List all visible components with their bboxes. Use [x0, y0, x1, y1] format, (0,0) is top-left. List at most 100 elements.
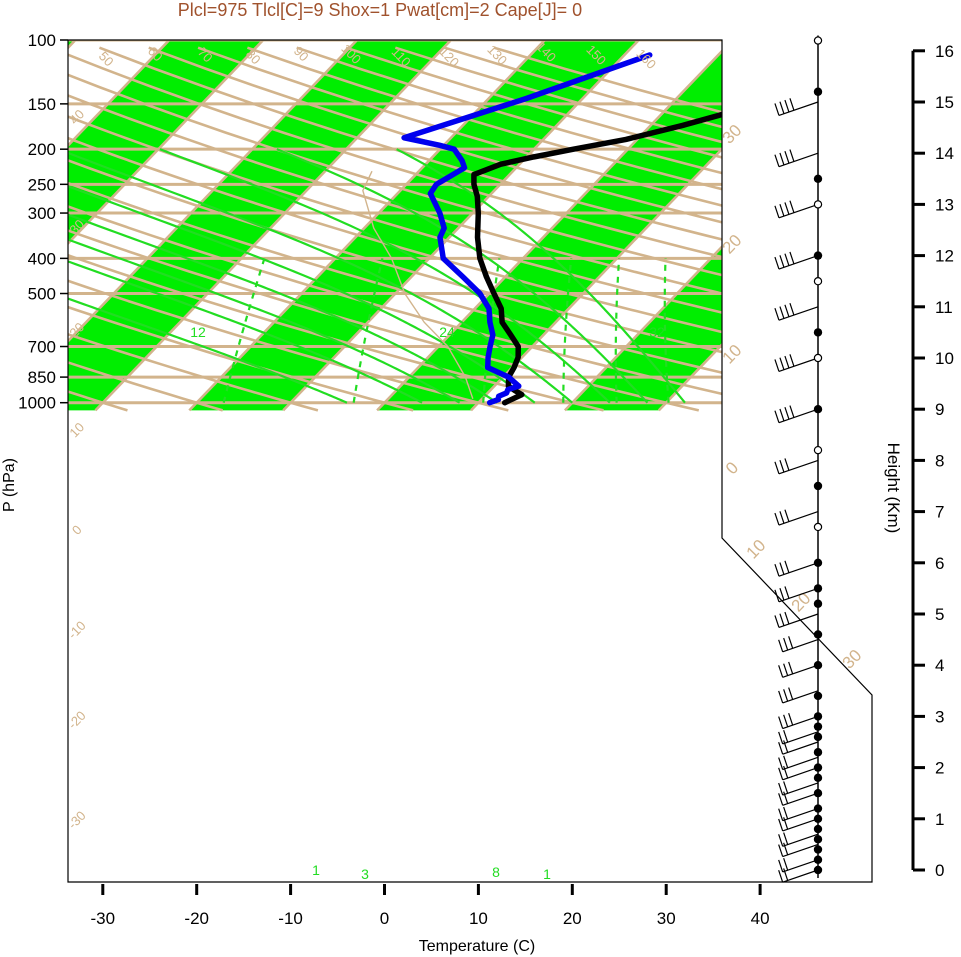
wind-barb-feather	[778, 741, 784, 755]
isotherm-line	[68, 40, 178, 412]
wind-barb-feather	[789, 354, 795, 367]
pressure-tick-label: 250	[28, 175, 56, 194]
temperature-tick-label: -20	[184, 909, 209, 928]
wind-barb-feather	[778, 859, 784, 873]
pressure-tick-label: 850	[28, 368, 56, 387]
pressure-tick-label: 300	[28, 204, 56, 223]
wind-barb-feather	[784, 151, 790, 164]
wind-level-open-dot	[813, 36, 823, 45]
wind-barb-feather	[784, 202, 790, 215]
pressure-tick-label: 200	[28, 140, 56, 159]
wind-barb-feather	[779, 562, 785, 575]
dry-adiabat-line	[68, 46, 319, 412]
wind-barb-feather	[784, 509, 790, 522]
wind-barb-feather	[778, 782, 784, 796]
dry-adiabat-label: 160	[633, 46, 659, 72]
wind-barb-shaft	[778, 459, 819, 475]
isotherm-label: 40	[66, 106, 87, 127]
plot-frame	[67, 39, 873, 883]
wind-barb-feather	[784, 560, 790, 574]
height-tick-label: 10	[935, 349, 954, 368]
height-tick-label: 9	[935, 400, 944, 419]
isotherm-line	[282, 40, 648, 412]
wind-barb-shaft	[782, 869, 819, 883]
wind-level-open-dot	[813, 522, 823, 532]
wind-barb-shaft	[778, 562, 819, 577]
mixing-ratio-line	[614, 258, 621, 403]
mixing-ratio-label: 32	[649, 324, 665, 340]
wind-barb-feather	[778, 690, 784, 704]
wind-barb-shaft	[782, 818, 819, 832]
wind-barb-feather	[789, 98, 795, 111]
wind-barb-shaft	[782, 792, 819, 806]
sounding-series	[401, 52, 872, 406]
wind-barb-feather	[783, 832, 789, 845]
moist-adiabat-line	[396, 148, 686, 404]
wind-barb-feather	[789, 149, 795, 162]
isotherm-line	[94, 40, 460, 412]
wind-barb-feather	[783, 791, 789, 804]
wind-barb-feather	[788, 661, 794, 675]
dry-adiabat-line	[197, 46, 872, 412]
wind-barb-feather	[779, 255, 785, 268]
wind-level-dot	[813, 855, 823, 864]
wind-level-dot	[813, 814, 823, 823]
wind-barb-feather	[784, 586, 790, 599]
wind-level-dot	[813, 328, 823, 337]
wind-barb-feather	[774, 461, 780, 475]
wind-level-dot	[813, 732, 823, 742]
mixing-ratio-labels: 12 24 32 1 3 8 1	[190, 324, 665, 882]
wind-barb-feather	[783, 858, 789, 871]
pressure-tick-label: 400	[28, 249, 56, 268]
dry-adiabat-line	[68, 46, 509, 412]
height-tick-label: 13	[935, 195, 954, 214]
mixing-ratio-label: 24	[439, 324, 455, 340]
wind-barb-feather	[783, 806, 789, 820]
wind-barb-feather	[789, 200, 795, 213]
dewpoint-line	[401, 52, 653, 406]
wind-barb-feather	[779, 101, 785, 114]
x-axis-label: Temperature (C)	[419, 938, 535, 955]
isotherm-label: 10	[66, 419, 87, 440]
wind-barb-shaft	[778, 613, 819, 629]
wind-level-open-dot	[813, 277, 823, 286]
mixing-ratio-line	[663, 258, 670, 403]
dry-adiabat-line	[68, 46, 795, 412]
height-tick-label: 1	[935, 810, 944, 829]
height-axis-label: Height (Km)	[884, 443, 903, 534]
height-tick-label: 7	[935, 503, 944, 522]
height-tick-label: 16	[935, 42, 954, 61]
wind-level-dot	[813, 87, 823, 96]
wind-barb-feather	[783, 714, 789, 728]
moist-adiabat-lines	[68, 148, 686, 404]
isotherm-line	[751, 40, 872, 412]
temperature-tick-label: 0	[380, 909, 389, 928]
dry-adiabat-line	[68, 46, 872, 412]
wind-level-dot	[813, 748, 823, 757]
mixing-ratio-label: 1	[312, 862, 320, 878]
moist-adiabat-line	[68, 148, 574, 404]
isotherm-label: 10	[719, 341, 746, 368]
wind-barb-feather	[784, 355, 790, 369]
mixing-ratio-label: 3	[361, 866, 369, 882]
moist-adiabat-line	[68, 203, 348, 404]
moist-adiabat-line	[159, 148, 611, 404]
wind-barb-feather	[774, 564, 780, 577]
mixing-ratio-line	[562, 258, 573, 403]
mixing-ratio-line	[222, 258, 266, 403]
wind-barb-feather	[784, 458, 790, 471]
wind-barb-feather	[774, 589, 780, 603]
chart-title: Plcl=975 Tlcl[C]=9 Shox=1 Pwat[cm]=2 Cap…	[178, 0, 582, 20]
height-tick-label: 12	[935, 247, 954, 266]
wind-barb-feather	[774, 205, 780, 219]
wind-level-dot	[813, 789, 823, 798]
pressure-axis: 100 150 200 250 300 400 500 700 850 1000	[18, 31, 68, 413]
wind-barb-shaft	[782, 767, 819, 781]
wind-barb-feather	[779, 408, 785, 422]
wind-barb-feather	[778, 731, 784, 745]
dry-adiabat-label: 130	[484, 42, 510, 68]
height-tick-label: 8	[935, 451, 944, 470]
isotherm-label: 20	[719, 231, 746, 258]
dry-adiabat-line	[148, 46, 872, 412]
